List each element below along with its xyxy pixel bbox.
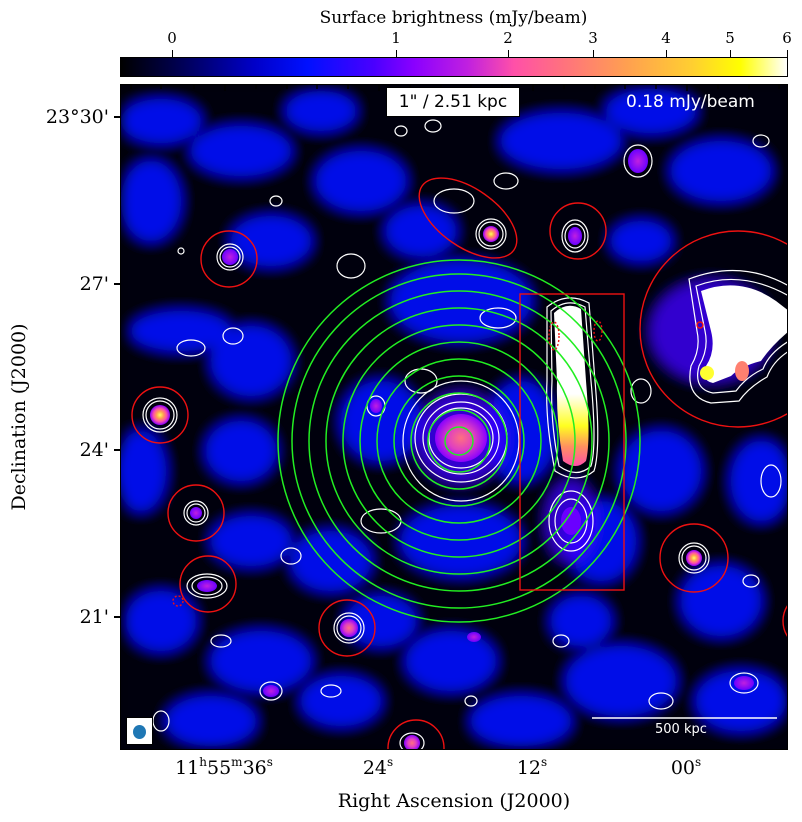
y-tick-label: 21' [79,606,109,628]
y-tick [114,116,120,118]
red-regions [131,177,787,749]
colorbar [120,57,788,77]
colorbar-tick-label: 2 [503,29,513,47]
colorbar-tick-label: 5 [725,29,735,47]
x-tick-seconds: 00 [670,757,696,779]
x-tick-h-unit: h [199,755,207,769]
beam-ellipse-icon [133,725,146,739]
image-plot-area[interactable] [120,84,788,750]
y-tick-label: 23°30' [45,106,109,128]
colorbar-tick-label: 6 [782,29,792,47]
x-tick-minutes: 55 [206,757,232,779]
bright-extended-source [701,285,787,383]
colorbar-tick [593,50,594,57]
colorbar-tick [730,50,731,57]
colorbar-tick-label: 4 [661,29,671,47]
colorbar-title: Surface brightness (mJy/beam) [319,8,588,28]
tailed-radio-galaxy [554,305,589,466]
y-tick-label: 27' [79,273,109,295]
colorbar-tick-label: 0 [167,29,177,47]
x-tick-s-unit: s [266,755,273,769]
background-noise [121,85,787,749]
x-tick-seconds: 12 [516,757,542,779]
x-axis-label: Right Ascension (J2000) [337,790,571,812]
colorbar-tick-label: 3 [588,29,598,47]
colorbar-tick [172,50,173,57]
y-tick [114,449,120,451]
colorbar-tick [787,50,788,57]
white-contours [142,119,787,749]
beam-legend-box [126,717,153,745]
x-tick-s-unit: s [695,755,702,769]
colorbar-tick [666,50,667,57]
x-tick-label: 11h55m36s [175,755,273,779]
x-tick-s-unit: s [541,755,548,769]
x-tick-hours: 11 [175,757,200,779]
red-box-region [519,293,625,591]
x-tick-s-unit: s [387,755,394,769]
radio-image [121,85,787,749]
angular-scale-box: 1" / 2.51 kpc [386,87,520,117]
scale-bar-label: 500 kpc [655,722,707,737]
y-tick [114,283,120,285]
x-tick-m-unit: m [231,755,243,769]
radio-sources [150,149,787,749]
colorbar-tick-label: 1 [391,29,401,47]
green-concentric-rings [277,259,641,623]
colorbar-tick [508,50,509,57]
x-tick-seconds: 36 [242,757,267,779]
y-tick-label: 24' [79,439,109,461]
colorbar-tick [396,50,397,57]
rms-noise-label: 0.18 mJy/beam [626,92,755,112]
x-tick-seconds: 24 [362,757,388,779]
x-tick-label: 00s [670,755,702,779]
x-tick-label: 12s [516,755,548,779]
y-tick [114,616,120,618]
x-tick-label: 24s [362,755,394,779]
y-axis-label: Declination (J2000) [8,323,30,511]
